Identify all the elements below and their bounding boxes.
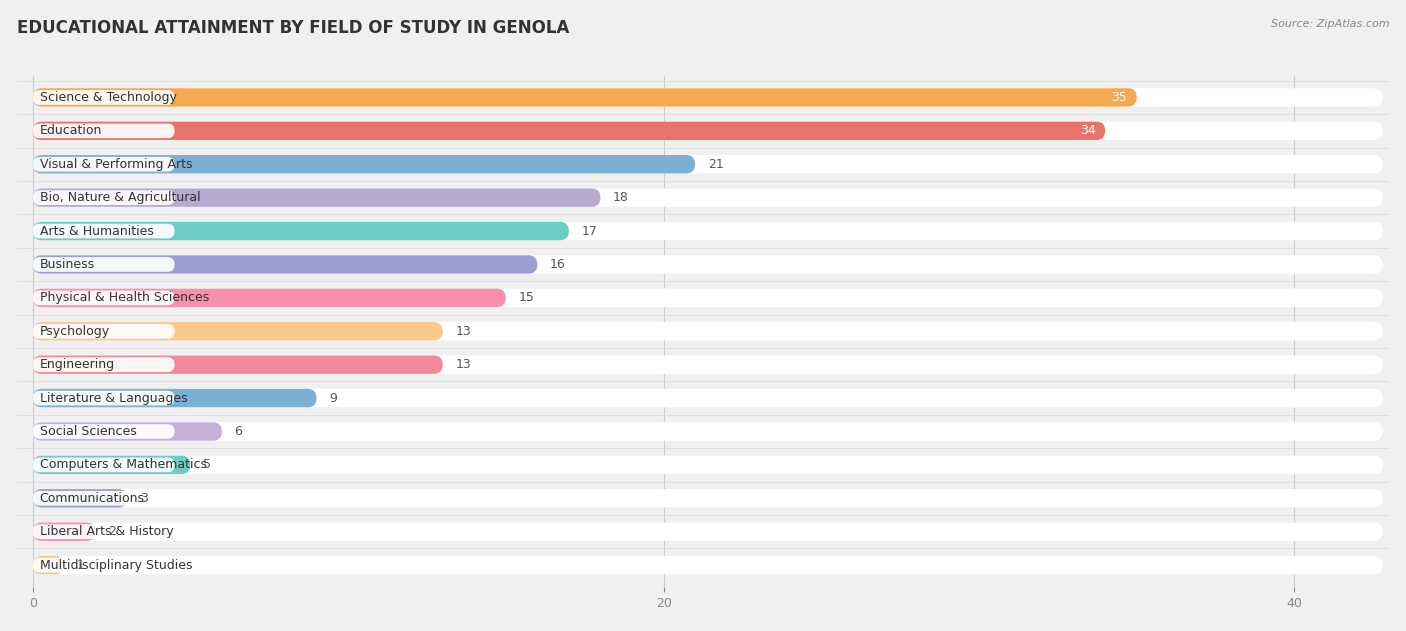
Text: Multidisciplinary Studies: Multidisciplinary Studies bbox=[39, 558, 193, 572]
Text: Communications: Communications bbox=[39, 492, 145, 505]
Text: 5: 5 bbox=[202, 458, 211, 471]
FancyBboxPatch shape bbox=[32, 355, 443, 374]
Text: Psychology: Psychology bbox=[39, 325, 110, 338]
FancyBboxPatch shape bbox=[32, 389, 1384, 407]
Text: Literature & Languages: Literature & Languages bbox=[39, 392, 187, 404]
FancyBboxPatch shape bbox=[32, 424, 174, 439]
FancyBboxPatch shape bbox=[32, 256, 1384, 274]
FancyBboxPatch shape bbox=[32, 124, 174, 138]
FancyBboxPatch shape bbox=[32, 324, 174, 339]
Text: 16: 16 bbox=[550, 258, 565, 271]
FancyBboxPatch shape bbox=[32, 224, 174, 239]
FancyBboxPatch shape bbox=[32, 456, 190, 474]
Text: 17: 17 bbox=[582, 225, 598, 237]
FancyBboxPatch shape bbox=[32, 391, 174, 406]
FancyBboxPatch shape bbox=[32, 189, 600, 207]
FancyBboxPatch shape bbox=[32, 422, 1384, 440]
Text: 13: 13 bbox=[456, 325, 471, 338]
FancyBboxPatch shape bbox=[32, 355, 1384, 374]
FancyBboxPatch shape bbox=[32, 522, 1384, 541]
FancyBboxPatch shape bbox=[32, 191, 174, 205]
Text: 34: 34 bbox=[1080, 124, 1095, 138]
Text: 2: 2 bbox=[108, 525, 117, 538]
FancyBboxPatch shape bbox=[32, 556, 65, 574]
FancyBboxPatch shape bbox=[32, 155, 695, 174]
Text: 35: 35 bbox=[1111, 91, 1128, 104]
Text: 21: 21 bbox=[707, 158, 724, 171]
Text: Engineering: Engineering bbox=[39, 358, 115, 371]
Text: Arts & Humanities: Arts & Humanities bbox=[39, 225, 153, 237]
FancyBboxPatch shape bbox=[32, 389, 316, 407]
FancyBboxPatch shape bbox=[32, 556, 1384, 574]
Text: Education: Education bbox=[39, 124, 103, 138]
Text: Liberal Arts & History: Liberal Arts & History bbox=[39, 525, 173, 538]
Text: Social Sciences: Social Sciences bbox=[39, 425, 136, 438]
Text: 9: 9 bbox=[329, 392, 337, 404]
FancyBboxPatch shape bbox=[32, 90, 174, 105]
Text: 1: 1 bbox=[77, 558, 84, 572]
FancyBboxPatch shape bbox=[32, 88, 1137, 107]
FancyBboxPatch shape bbox=[32, 489, 128, 507]
FancyBboxPatch shape bbox=[32, 257, 174, 272]
Text: Science & Technology: Science & Technology bbox=[39, 91, 177, 104]
FancyBboxPatch shape bbox=[32, 422, 222, 440]
FancyBboxPatch shape bbox=[32, 489, 1384, 507]
FancyBboxPatch shape bbox=[32, 289, 506, 307]
FancyBboxPatch shape bbox=[32, 457, 174, 472]
FancyBboxPatch shape bbox=[32, 222, 569, 240]
FancyBboxPatch shape bbox=[32, 322, 443, 341]
Text: 6: 6 bbox=[235, 425, 242, 438]
Text: 18: 18 bbox=[613, 191, 628, 204]
FancyBboxPatch shape bbox=[32, 522, 96, 541]
FancyBboxPatch shape bbox=[32, 491, 174, 505]
FancyBboxPatch shape bbox=[32, 157, 174, 172]
FancyBboxPatch shape bbox=[32, 88, 1384, 107]
Text: Physical & Health Sciences: Physical & Health Sciences bbox=[39, 292, 209, 304]
FancyBboxPatch shape bbox=[32, 122, 1384, 140]
FancyBboxPatch shape bbox=[32, 155, 1384, 174]
FancyBboxPatch shape bbox=[32, 290, 174, 305]
FancyBboxPatch shape bbox=[32, 256, 537, 274]
FancyBboxPatch shape bbox=[32, 357, 174, 372]
Text: 13: 13 bbox=[456, 358, 471, 371]
FancyBboxPatch shape bbox=[32, 222, 1384, 240]
FancyBboxPatch shape bbox=[32, 558, 174, 572]
Text: Source: ZipAtlas.com: Source: ZipAtlas.com bbox=[1271, 19, 1389, 29]
FancyBboxPatch shape bbox=[32, 456, 1384, 474]
Text: Bio, Nature & Agricultural: Bio, Nature & Agricultural bbox=[39, 191, 200, 204]
FancyBboxPatch shape bbox=[32, 524, 174, 539]
Text: 15: 15 bbox=[519, 292, 534, 304]
Text: EDUCATIONAL ATTAINMENT BY FIELD OF STUDY IN GENOLA: EDUCATIONAL ATTAINMENT BY FIELD OF STUDY… bbox=[17, 19, 569, 37]
Text: Computers & Mathematics: Computers & Mathematics bbox=[39, 458, 207, 471]
Text: 3: 3 bbox=[141, 492, 148, 505]
Text: Business: Business bbox=[39, 258, 94, 271]
FancyBboxPatch shape bbox=[32, 289, 1384, 307]
FancyBboxPatch shape bbox=[32, 189, 1384, 207]
Text: Visual & Performing Arts: Visual & Performing Arts bbox=[39, 158, 193, 171]
FancyBboxPatch shape bbox=[32, 322, 1384, 341]
FancyBboxPatch shape bbox=[32, 122, 1105, 140]
